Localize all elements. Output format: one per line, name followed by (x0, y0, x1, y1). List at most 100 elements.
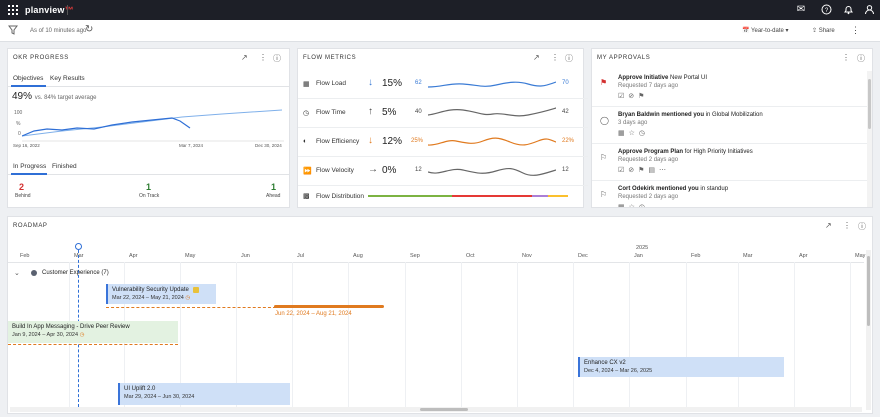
distribution-segment (368, 195, 452, 197)
dependency-line (106, 307, 276, 308)
divider (8, 86, 289, 87)
more-icon[interactable]: ⋮ (551, 53, 559, 62)
approval-actions[interactable]: ▦☆◷ (618, 204, 649, 208)
approval-title-bold: Approve Program Plan (618, 149, 684, 155)
card-title: ROADMAP (13, 223, 48, 229)
flow-load-icon: ▦ (303, 81, 310, 88)
refresh-icon[interactable]: ↻ (85, 24, 94, 35)
bell-icon[interactable] (842, 4, 854, 16)
down-arrow-icon: ↓ (368, 135, 373, 146)
more-icon[interactable]: ⋮ (842, 53, 850, 62)
month-label: Feb (20, 253, 30, 259)
date-range-select[interactable]: 📅 Year-to-date ▾ (742, 28, 789, 34)
help-icon[interactable]: ⓘ (273, 54, 281, 63)
help-icon[interactable]: ⓘ (565, 54, 573, 63)
metric-label: Flow Time (316, 109, 346, 116)
grid-line (794, 262, 795, 408)
month-label: Nov (522, 253, 532, 259)
approval-actions[interactable]: ☑⊘⚑▤⋯ (618, 167, 671, 174)
help-icon[interactable]: ⓘ (858, 222, 866, 231)
approval-title-bold: Approve Initiative (618, 75, 669, 81)
open-icon[interactable]: ↗ (241, 53, 248, 62)
distribution-bar[interactable] (368, 195, 568, 197)
approval-actions[interactable]: ☑⊘⚑ (618, 93, 649, 100)
horizontal-scrollbar[interactable] (10, 407, 862, 412)
y-tick: 100 (14, 110, 23, 116)
bar-dates: Dec 4, 2024 – Mar 26, 2025 (584, 368, 653, 374)
tab-finished[interactable]: Finished (52, 163, 77, 170)
metric-flow-velocity[interactable]: ⏩ Flow Velocity → 0% 12 12 (298, 157, 588, 186)
grid-line (850, 262, 851, 408)
approval-subtitle: Requested 2 days ago (618, 157, 679, 163)
metric-flow-load[interactable]: ▦ Flow Load ↓ 15% 62 70 (298, 70, 588, 99)
user-icon[interactable] (863, 4, 875, 16)
metric-flow-efficiency[interactable]: ◐ Flow Efficiency ↓ 12% 25% 22% (298, 128, 588, 157)
sparkline (428, 107, 556, 117)
approval-item[interactable]: ⚑ Approve Initiative New Portal UI Reque… (592, 71, 867, 107)
more-icon[interactable]: ⋮ (843, 221, 851, 230)
scrollbar-thumb[interactable] (868, 79, 871, 129)
approval-title-bold: Cort Odekirk mentioned you (618, 186, 699, 192)
open-icon[interactable]: ↗ (533, 53, 540, 62)
approval-actions[interactable]: ▦☆◷ (618, 130, 649, 137)
percent-value: 49% (12, 91, 33, 102)
collapse-icon[interactable]: ⌄ (14, 270, 20, 277)
x-tick: Mar 7, 2024 (179, 143, 204, 148)
scrollbar-thumb[interactable] (420, 408, 468, 411)
approval-subtitle: 3 days ago (618, 120, 648, 126)
dependency-bar[interactable] (274, 305, 384, 308)
approval-subtitle: Requested 2 days ago (618, 194, 679, 200)
roadmap-bar[interactable]: Vulnerability Security Update Mar 22, 20… (106, 284, 216, 304)
metric-flow-time[interactable]: ◷ Flow Time ↑ 5% 40 42 (298, 99, 588, 128)
bar-dates: Jan 9, 2024 – Apr 30, 2024 ◷ (12, 332, 174, 338)
down-arrow-icon: ↓ (368, 77, 373, 88)
share-button[interactable]: ⇪ Share (812, 28, 835, 34)
scrollbar[interactable] (867, 71, 872, 207)
sparkline-start: 25% (411, 138, 424, 144)
open-icon[interactable]: ↗ (825, 221, 832, 230)
sparkline-start: 40 (415, 109, 422, 115)
approval-subtitle: Requested 7 days ago (618, 83, 679, 89)
chat-icon[interactable]: ✉ (796, 4, 806, 15)
tab-objectives[interactable]: Objectives (13, 75, 44, 82)
vertical-scrollbar[interactable] (866, 250, 871, 410)
approval-item[interactable]: ◯ Bryan Baldwin mentioned you in Global … (592, 107, 867, 144)
tab-in-progress[interactable]: In Progress (13, 163, 47, 170)
top-bar: planview™ ✉ ? (0, 0, 880, 20)
more-icon[interactable]: ⋮ (259, 53, 267, 62)
metric-value: 12% (382, 136, 403, 147)
today-marker[interactable] (75, 243, 82, 250)
active-tab-indicator (11, 85, 46, 87)
divider (8, 174, 289, 175)
month-label: Feb (691, 253, 701, 259)
help-icon[interactable]: ⓘ (857, 54, 865, 63)
roadmap-bar[interactable]: Enhance CX v2 Dec 4, 2024 – Mar 26, 2025 (578, 357, 784, 377)
sparkline-end: 42 (562, 109, 569, 115)
sparkline (428, 81, 556, 88)
help-icon[interactable]: ? (820, 4, 832, 16)
tab-key-results[interactable]: Key Results (50, 75, 85, 82)
group-label[interactable]: Customer Experience (7) (42, 270, 109, 276)
apps-grid-icon[interactable] (8, 5, 18, 15)
roadmap-bar[interactable]: Build In App Messaging - Drive Peer Revi… (8, 321, 178, 343)
ahead-label: Ahead (266, 193, 281, 199)
planview-logo[interactable]: planview™ (25, 5, 74, 15)
filter-icon[interactable] (8, 25, 18, 38)
month-label: Apr (799, 253, 808, 259)
approval-item[interactable]: ⚐ Cort Odekirk mentioned you in standup … (592, 181, 867, 208)
efficiency-icon: ◐ (303, 138, 308, 145)
up-arrow-icon: ↑ (368, 106, 373, 117)
on-track-label: On Track (139, 193, 160, 199)
more-icon[interactable]: ⋮ (851, 25, 860, 35)
bar-date-text: Mar 22, 2024 – May 21, 2024 (112, 295, 184, 301)
y-tick: 0 (18, 131, 21, 137)
month-label: Dec (578, 253, 588, 259)
approval-item[interactable]: ⚐ Approve Program Plan for High Priority… (592, 144, 867, 181)
metric-value: 15% (382, 78, 403, 89)
month-label: Oct (466, 253, 475, 259)
x-tick: Sep 16, 2022 (13, 143, 40, 148)
roadmap-bar[interactable]: UI Uplift 2.0 Mar 29, 2024 – Jun 30, 202… (118, 383, 290, 405)
sparkline-end: 70 (562, 80, 569, 86)
scrollbar-thumb[interactable] (867, 256, 870, 326)
distribution-label: Flow Distribution (316, 193, 365, 200)
